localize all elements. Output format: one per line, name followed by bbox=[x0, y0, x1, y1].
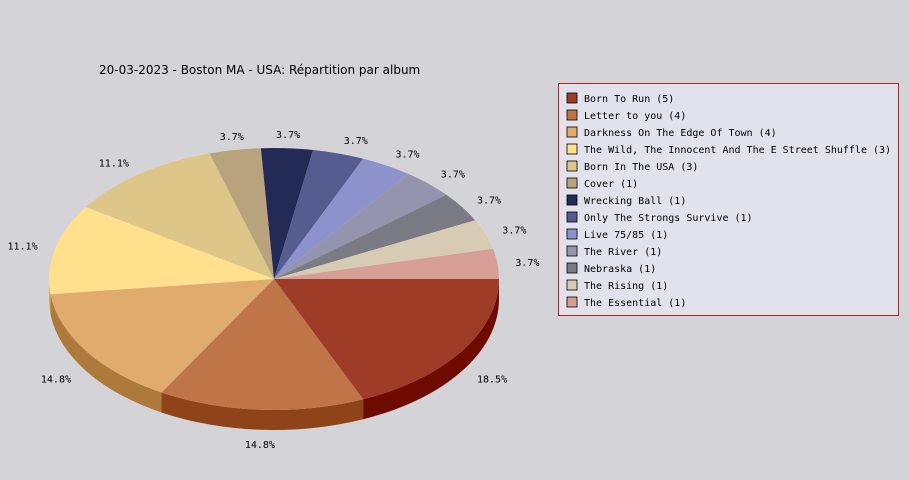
pie-slice-side bbox=[363, 279, 499, 420]
pie-slice-side bbox=[161, 392, 364, 430]
pie-slice bbox=[274, 149, 364, 279]
legend-label: Only The Strongs Survive (1) bbox=[584, 213, 753, 224]
pie-slice-side bbox=[50, 294, 162, 413]
legend-swatch bbox=[566, 177, 578, 189]
slice-percent-label: 3.7% bbox=[220, 132, 244, 143]
pie-side-group bbox=[49, 279, 499, 430]
legend-label: Nebraska (1) bbox=[584, 264, 656, 275]
legend-label: Cover (1) bbox=[584, 179, 638, 190]
pie-slice bbox=[274, 194, 476, 279]
slice-percent-label: 11.1% bbox=[7, 242, 37, 253]
legend: Born To Run (5) Letter to you (4) Darkness… bbox=[558, 83, 899, 316]
pie-slice bbox=[274, 158, 409, 279]
legend-label: The River (1) bbox=[584, 247, 662, 258]
legend-swatch bbox=[566, 228, 578, 240]
legend-swatch bbox=[566, 279, 578, 291]
pie-slice-side bbox=[49, 279, 51, 315]
legend-swatch bbox=[566, 143, 578, 155]
slice-percent-label: 3.7% bbox=[502, 225, 526, 236]
legend-items: Born To Run (5) Letter to you (4) Darkness… bbox=[566, 92, 891, 309]
pie-slice bbox=[274, 279, 499, 400]
legend-swatch bbox=[566, 262, 578, 274]
pie-slice bbox=[48, 207, 274, 295]
pie-slice bbox=[274, 248, 499, 279]
legend-label: The Rising (1) bbox=[584, 281, 668, 292]
legend-label: The Essential (1) bbox=[584, 298, 686, 309]
legend-label: Born To Run (5) bbox=[584, 94, 674, 105]
legend-swatch bbox=[566, 245, 578, 257]
legend-swatch bbox=[566, 160, 578, 172]
legend-label: Live 75/85 (1) bbox=[584, 230, 668, 241]
slice-percent-label: 11.1% bbox=[99, 159, 129, 170]
slice-percent-label: 3.7% bbox=[477, 195, 501, 206]
slice-percent-label: 14.8% bbox=[41, 375, 71, 386]
legend-label: Born In The USA (3) bbox=[584, 162, 698, 173]
pie-slice bbox=[274, 173, 447, 279]
pie-slice bbox=[209, 148, 274, 279]
legend-box bbox=[558, 83, 899, 316]
legend-swatch bbox=[566, 109, 578, 121]
slice-percent-label: 14.8% bbox=[245, 440, 275, 451]
slice-percent-label: 3.7% bbox=[441, 170, 465, 181]
slice-percent-label: 3.7% bbox=[396, 149, 420, 160]
slice-percent-label: 3.7% bbox=[344, 136, 368, 147]
chart-title: 20-03-2023 - Boston MA - USA: Répartitio… bbox=[99, 63, 420, 77]
legend-label: Darkness On The Edge Of Town (4) bbox=[584, 128, 777, 139]
legend-swatch bbox=[566, 126, 578, 138]
pie-slice bbox=[161, 279, 364, 411]
legend-label: Wrecking Ball (1) bbox=[584, 196, 686, 207]
legend-label: Letter to you (4) bbox=[584, 111, 686, 122]
pie-slice bbox=[86, 153, 274, 279]
slice-percent-label: 18.5% bbox=[477, 375, 507, 386]
pie-slice bbox=[274, 220, 493, 279]
pie-slice bbox=[50, 279, 275, 393]
pie-label-group: 18.5% 14.8% 14.8% 11.1% 11.1% 3.7% 3.7% 3.7% 3.7… bbox=[7, 130, 539, 451]
legend-swatch bbox=[566, 211, 578, 223]
pie-slice bbox=[260, 148, 314, 279]
legend-label: The Wild, The Innocent And The E Street … bbox=[584, 145, 891, 156]
slice-percent-label: 3.7% bbox=[276, 130, 300, 141]
legend-swatch bbox=[566, 194, 578, 206]
legend-swatch bbox=[566, 296, 578, 308]
slice-percent-label: 3.7% bbox=[515, 258, 539, 269]
legend-swatch bbox=[566, 92, 578, 104]
pie-top-group bbox=[48, 148, 499, 411]
